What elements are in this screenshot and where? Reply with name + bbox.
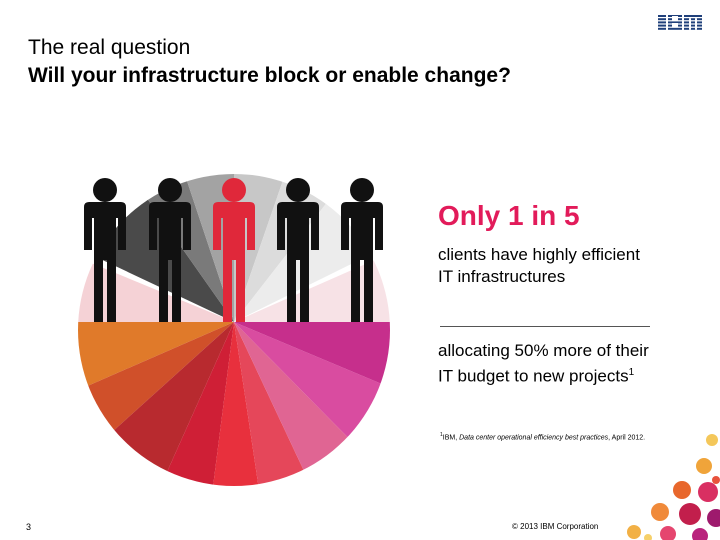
footnote-source: Data center operational efficiency best …: [459, 434, 609, 442]
footnote-prefix: IBM,: [442, 434, 460, 442]
footnote-reference: 1: [628, 367, 635, 378]
stat-description: clients have highly efficient IT infrast…: [438, 245, 640, 286]
stat-detail-text: allocating 50% more of their IT budget t…: [438, 341, 649, 386]
footnote-marker: 1: [440, 432, 443, 438]
slide-subtitle: Will your infrastructure block or enable…: [28, 64, 511, 87]
corner-decoration: [627, 434, 720, 540]
slide-title: The real question: [28, 36, 191, 59]
footnote: 1IBM, Data center operational efficiency…: [440, 432, 710, 441]
ibm-logo: [658, 15, 702, 30]
divider: [440, 326, 650, 327]
footnote-suffix: , April 2012.: [608, 434, 646, 442]
stat-detail: allocating 50% more of their IT budget t…: [438, 340, 658, 388]
page-number: 3: [26, 522, 32, 532]
copyright: © 2013 IBM Corporation: [512, 522, 599, 531]
stat-headline: Only 1 in 5: [438, 200, 580, 231]
